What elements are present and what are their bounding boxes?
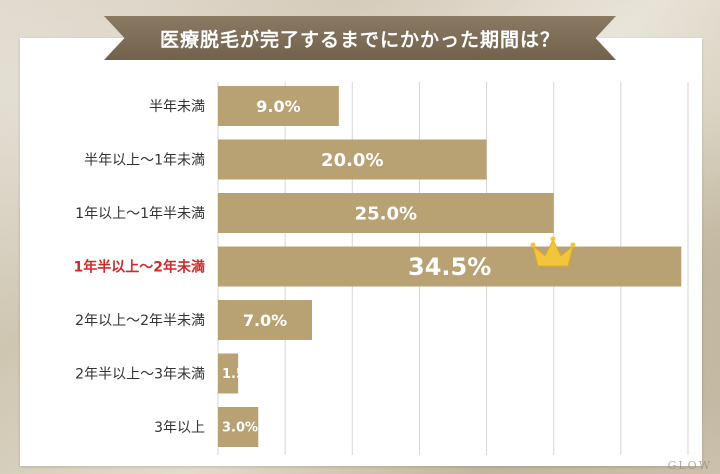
category-label-2: 1年以上～1年半未満 (75, 206, 205, 222)
value-label-2: 25.0% (355, 203, 417, 224)
crown-icon (530, 236, 576, 267)
title-banner: 医療脱毛が完了するまでにかかった期間は？ (104, 16, 616, 60)
chart-title: 医療脱毛が完了するまでにかかった期間は？ (159, 28, 560, 51)
value-label-5: 1.5% (222, 367, 258, 382)
value-label-4: 7.0% (243, 311, 287, 330)
category-label-5: 2年半以上～3年未満 (75, 367, 205, 383)
value-label-3: 34.5% (408, 253, 491, 281)
bar-3 (218, 246, 682, 287)
category-label-4: 2年以上～2年半未満 (75, 313, 205, 329)
value-label-1: 20.0% (321, 150, 383, 171)
watermark: GLOW (667, 459, 712, 472)
bar-2 (218, 193, 554, 233)
bar-5 (218, 353, 239, 394)
category-label-0: 半年未満 (149, 99, 205, 115)
category-label-3: 1年半以上～2年未満 (74, 259, 205, 276)
bar-1 (218, 139, 487, 180)
value-labels: 9.0% 20.0% 25.0% 34.5% 7.0% 1.5% 3.0% (222, 97, 491, 436)
bars (218, 86, 682, 447)
category-label-1: 半年以上～1年未満 (84, 153, 205, 169)
value-label-0: 9.0% (256, 97, 300, 116)
category-label-6: 3年以上 (154, 420, 205, 436)
bar-4 (218, 300, 312, 340)
bar-0 (218, 86, 339, 126)
value-label-6: 3.0% (222, 421, 258, 436)
bar-6 (218, 407, 259, 447)
